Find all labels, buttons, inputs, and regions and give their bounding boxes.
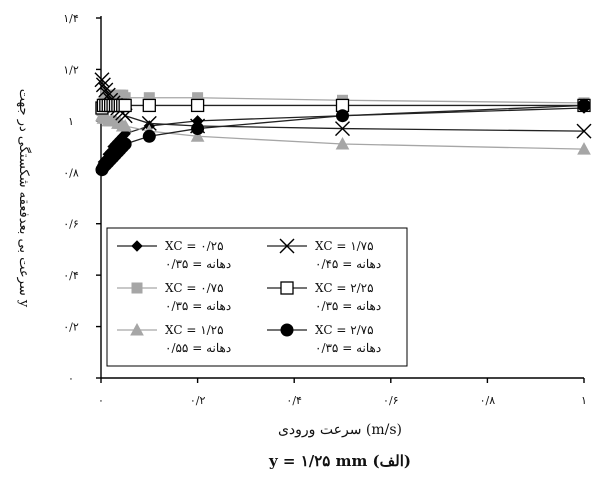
data-point (335, 136, 350, 150)
legend-label: XC = ۰/۲۵ (165, 239, 224, 253)
marker-stroke (94, 72, 110, 88)
legend-label: XC = ۲/۷۵ (315, 323, 374, 337)
y-tick-label: ۰/۴ (63, 269, 79, 282)
y-tick-label: ۱ (68, 115, 74, 128)
legend-item: XC = ۱/۲۵ ۰/۵۵ = دهانه (117, 322, 231, 355)
data-point (118, 137, 132, 151)
x-tick-label: ۰/۶ (383, 394, 399, 407)
legend-label-line2: ۰/۵۵ = دهانه (165, 341, 231, 355)
legend-marker (279, 238, 295, 254)
data-point (142, 129, 156, 143)
data-point (141, 115, 157, 131)
legend-marker (130, 322, 144, 336)
y-tick-label: ۰ (68, 372, 74, 385)
y-tick-label: ۰/۶ (63, 218, 79, 231)
axes: ۰ ۰/۲ ۰/۴ ۰/۶ ۰/۸ ۱ ۱/۲ ۱/۴ ۰ ۰/۲ ۰/۴ ۰/۶ ۰/۸ ۱ (63, 12, 587, 407)
legend-item: XC = ۲/۲۵ ۰/۳۵ = دهانه (267, 281, 381, 313)
legend-marker (131, 240, 143, 252)
y-tick-label: ۱/۲ (63, 63, 79, 76)
legend-marker (280, 281, 294, 295)
series-6 (95, 98, 591, 177)
marker-stroke (141, 115, 157, 131)
y-tick-label: ۱/۴ (63, 12, 79, 25)
series-layer (94, 72, 592, 177)
legend-item: XC = ۰/۲۵ ۰/۳۵ = دهانه (117, 239, 231, 271)
legend-label: XC = ۱/۲۵ (165, 323, 224, 337)
legend-marker (280, 323, 294, 337)
legend-box (106, 227, 408, 367)
y-tick-label: ۰/۸ (63, 166, 79, 179)
marker-stroke (95, 77, 111, 93)
data-point (118, 118, 132, 132)
legend-label-line2: ۰/۳۵ = دهانه (165, 299, 231, 313)
data-point (190, 98, 205, 113)
series-5 (95, 98, 591, 115)
legend-label: XC = ۰/۷۵ (165, 281, 224, 295)
data-point (95, 77, 111, 93)
legend-item: XC = ۲/۷۵ ۰/۳۵ = دهانه (267, 323, 381, 355)
x-tick-label: ۰/۲ (190, 394, 206, 407)
legend-item: XC = ۱/۷۵ ۰/۴۵ = دهانه (267, 238, 381, 271)
series-3 (95, 108, 591, 155)
data-point (577, 98, 591, 112)
legend-label: XC = ۱/۷۵ (315, 239, 374, 253)
legend-label-line2: ۰/۳۵ = دهانه (315, 299, 381, 313)
legend-item: XC = ۰/۷۵ ۰/۳۵ = دهانه (117, 281, 231, 313)
data-point (98, 82, 114, 98)
data-point (118, 98, 132, 113)
legend-marker (131, 282, 143, 294)
data-point (190, 129, 205, 142)
data-point (191, 122, 205, 136)
marker-stroke (335, 121, 350, 137)
marker-stroke (98, 82, 114, 98)
chart-title: y = ۱/۲۵ mm (الف) (268, 452, 411, 470)
x-tick-label: ۰/۸ (480, 394, 496, 407)
marker-stroke (279, 238, 295, 254)
marker-stroke (576, 123, 592, 139)
legend-label-line2: ۰/۳۵ = دهانه (315, 341, 381, 355)
data-point (142, 98, 156, 113)
data-point (577, 142, 591, 155)
legend-label-line2: ۰/۴۵ = دهانه (315, 257, 381, 271)
y-tick-label: ۰/۲ (63, 321, 79, 334)
legend: XC = ۰/۲۵ ۰/۳۵ = دهانه XC = ۰/۷۵ ۰/۳۵ = دها… (106, 227, 408, 367)
x-axis-title: سرعت ورودی (m/s) (278, 422, 402, 438)
data-point (336, 109, 349, 123)
legend-label: XC = ۲/۲۵ (315, 281, 374, 295)
x-tick-label: ۰/۴ (286, 394, 302, 407)
legend-label-line2: ۰/۳۵ = دهانه (165, 257, 231, 271)
x-tick-label: ۱ (581, 394, 587, 407)
data-point (94, 72, 110, 88)
y-axis-title: سرعت بی بعدفعقه شکستگی در جهت y (16, 89, 32, 308)
data-point (335, 121, 350, 137)
x-tick-label: ۰ (98, 394, 104, 407)
data-point (576, 123, 592, 139)
